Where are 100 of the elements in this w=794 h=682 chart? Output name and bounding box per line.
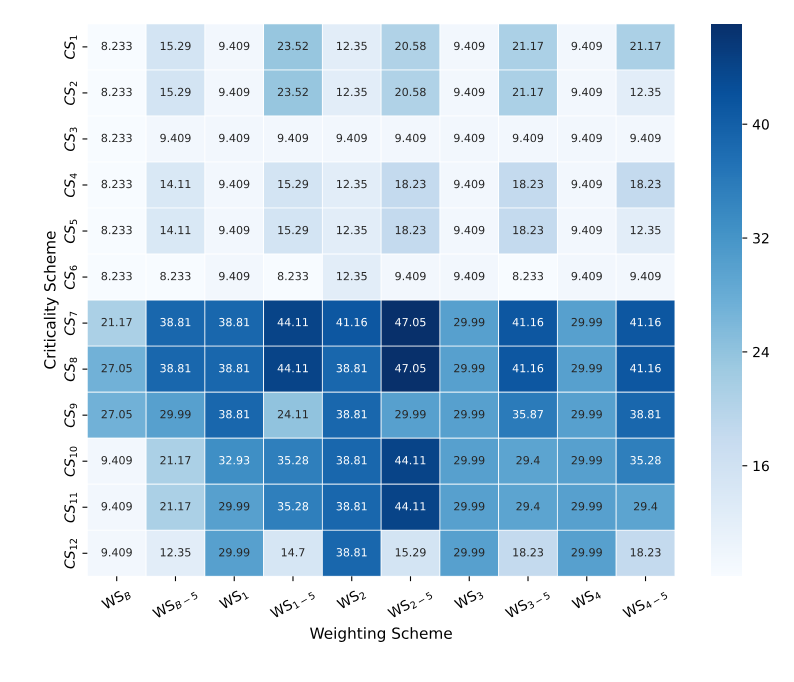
- y-tick-label: CS$_{2}$: [64, 82, 77, 105]
- data-label: 47.05: [395, 318, 426, 326]
- y-axis-title: Criticality Scheme: [44, 231, 59, 369]
- y-tick-label: CS$_{9}$: [64, 404, 78, 428]
- data-label: 29.99: [454, 318, 484, 326]
- data-label: 9.409: [572, 134, 602, 142]
- data-label: 9.409: [219, 180, 250, 188]
- data-label: 38.81: [160, 364, 190, 372]
- data-label: 18.23: [513, 180, 544, 188]
- data-label: 21.17: [630, 42, 660, 50]
- data-label: 9.409: [395, 134, 426, 142]
- data-label: 9.409: [336, 134, 367, 142]
- data-label: 29.99: [454, 456, 484, 464]
- data-label: 8.233: [102, 180, 132, 188]
- data-label: 21.17: [160, 502, 190, 510]
- x-tick-label: WS$_{1}$: [218, 586, 249, 612]
- data-label: 15.29: [160, 88, 191, 96]
- data-label: 9.409: [454, 134, 484, 142]
- data-label: 18.23: [630, 180, 661, 188]
- data-label: 12.35: [160, 548, 190, 556]
- data-label: 8.233: [102, 42, 132, 50]
- data-label: 21.17: [512, 42, 543, 50]
- x-axis-title: Weighting Scheme: [310, 627, 452, 642]
- data-label: 12.35: [337, 272, 367, 280]
- data-label: 38.81: [219, 364, 250, 372]
- x-tick-label: WS$_{2−5}$: [387, 586, 433, 621]
- data-label: 9.409: [278, 134, 308, 142]
- color-bar-label: 32: [753, 233, 768, 244]
- data-label: 9.409: [219, 272, 250, 280]
- data-label: 29.99: [219, 502, 250, 510]
- data-label: 27.05: [102, 410, 132, 418]
- data-label: 18.23: [513, 226, 544, 234]
- data-label: 9.409: [454, 272, 484, 280]
- data-label: 18.23: [513, 548, 544, 556]
- data-label: 18.23: [630, 548, 661, 556]
- data-label: 12.35: [337, 226, 367, 234]
- data-label: 35.87: [512, 410, 543, 418]
- data-label: 9.409: [102, 456, 132, 464]
- x-tick-label: WS$_{4−5}$: [622, 586, 668, 621]
- data-label: 15.29: [396, 548, 426, 556]
- data-label: 8.233: [102, 134, 132, 142]
- y-tick-label: CS$_{1}$: [64, 36, 77, 59]
- data-label: 9.409: [219, 226, 250, 234]
- data-label: 9.409: [572, 42, 602, 50]
- data-label: 9.409: [572, 272, 602, 280]
- color-bar-label: 40: [752, 119, 769, 130]
- x-tick-label: WS$_{1−5}$: [270, 586, 316, 621]
- data-label: 29.99: [572, 364, 602, 372]
- data-label: 23.52: [278, 42, 308, 50]
- data-label: 29.99: [454, 410, 484, 418]
- data-label: 9.409: [102, 548, 132, 556]
- data-label: 12.35: [337, 180, 367, 188]
- data-label: 9.409: [454, 226, 484, 234]
- data-label: 41.16: [512, 364, 544, 372]
- data-label: 38.81: [219, 410, 250, 418]
- x-tick-label: WS$_{3}$: [454, 586, 484, 612]
- data-label: 38.81: [336, 548, 367, 556]
- data-label: 24.11: [278, 410, 308, 418]
- data-label: 29.4: [516, 456, 540, 464]
- data-label: 41.16: [630, 364, 661, 372]
- data-label: 9.409: [102, 502, 132, 510]
- data-label: 38.81: [336, 502, 367, 510]
- y-tick-label: CS$_{8}$: [64, 358, 78, 382]
- data-label: 29.99: [572, 318, 602, 326]
- data-label: 44.11: [395, 502, 426, 510]
- color-bar-label: 24: [753, 346, 770, 358]
- data-label: 14.7: [282, 548, 304, 556]
- x-tick-label: WS$_{B−5}$: [152, 586, 198, 621]
- data-label: 12.35: [630, 226, 660, 234]
- data-label: 20.58: [395, 88, 426, 96]
- data-label: 29.99: [454, 364, 484, 372]
- data-label: 29.99: [572, 410, 602, 418]
- y-tick-label: CS$_{5}$: [64, 220, 78, 244]
- data-label: 9.409: [160, 134, 191, 142]
- data-label: 9.409: [572, 180, 602, 188]
- y-tick-label: CS$_{12}$: [64, 538, 77, 568]
- data-label: 35.28: [278, 502, 308, 510]
- data-label: 35.28: [630, 456, 661, 464]
- data-label: 9.409: [572, 226, 602, 234]
- data-label: 38.81: [336, 456, 367, 464]
- data-label: 29.99: [454, 502, 484, 510]
- data-label: 14.11: [160, 180, 190, 188]
- data-label: 41.16: [630, 318, 661, 326]
- data-label: 12.35: [337, 88, 367, 96]
- data-label: 44.11: [278, 364, 308, 372]
- data-label: 9.409: [454, 42, 484, 50]
- data-label: 20.58: [395, 42, 426, 50]
- data-label: 32.93: [219, 456, 250, 464]
- data-label: 29.99: [572, 502, 602, 510]
- data-label: 9.409: [630, 272, 661, 280]
- data-label: 29.99: [454, 548, 484, 556]
- data-label: 8.233: [278, 272, 308, 280]
- data-label: 8.233: [102, 88, 132, 96]
- color-bar-label: 16: [754, 460, 769, 472]
- data-label: 38.81: [630, 410, 660, 418]
- data-label: 9.409: [572, 88, 602, 96]
- data-label: 21.17: [102, 318, 132, 326]
- data-label: 29.99: [395, 410, 426, 418]
- data-label: 15.29: [278, 180, 308, 188]
- x-tick-label: WS$_{2}$: [336, 586, 366, 612]
